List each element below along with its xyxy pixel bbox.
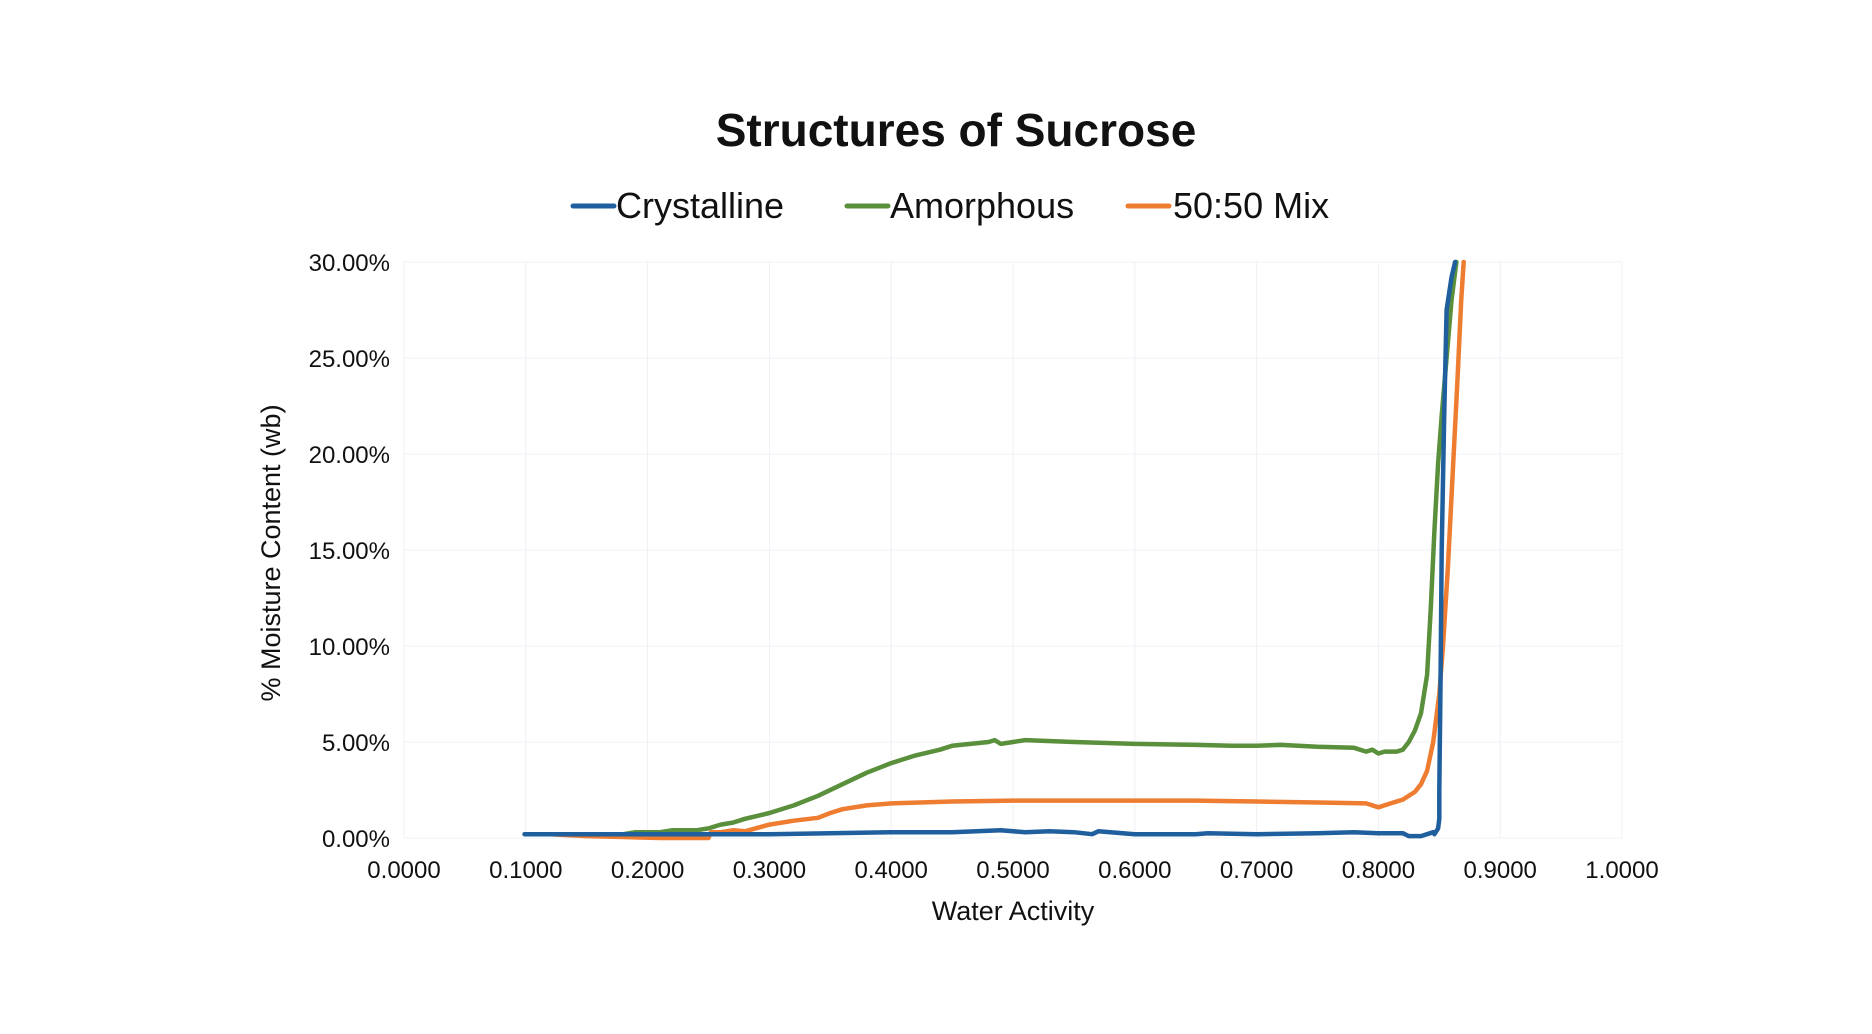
series-line-crystalline <box>522 259 1458 839</box>
legend-item-mix[interactable]: 50:50 Mix <box>1125 185 1329 226</box>
y-tick-label: 10.00% <box>309 634 390 661</box>
y-axis-ticks: 0.00% 5.00% 10.00% 15.00% 20.00% 25.00% 30.00% <box>309 250 390 853</box>
y-tick-label: 5.00% <box>322 730 390 757</box>
x-tick-label: 0.6000 <box>1098 857 1171 884</box>
legend-label-amorphous: Amorphous <box>890 185 1074 226</box>
x-tick-label: 0.3000 <box>733 857 806 884</box>
y-tick-label: 30.00% <box>309 250 390 277</box>
series-line-amorphous <box>522 259 1459 837</box>
legend: Crystalline Amorphous 50:50 Mix <box>570 185 1329 226</box>
legend-label-mix: 50:50 Mix <box>1173 185 1329 226</box>
y-tick-label: 15.00% <box>309 538 390 565</box>
y-tick-label: 25.00% <box>309 346 390 373</box>
y-tick-label: 0.00% <box>322 826 390 853</box>
x-tick-label: 0.7000 <box>1220 857 1293 884</box>
x-tick-label: 1.0000 <box>1585 857 1658 884</box>
y-tick-label: 20.00% <box>309 442 390 469</box>
x-tick-label: 0.8000 <box>1342 857 1415 884</box>
legend-label-crystalline: Crystalline <box>616 185 784 226</box>
x-tick-label: 0.4000 <box>854 857 927 884</box>
x-axis-label: Water Activity <box>932 896 1095 926</box>
x-tick-label: 0.2000 <box>611 857 684 884</box>
x-tick-label: 0.5000 <box>976 857 1049 884</box>
legend-item-crystalline[interactable]: Crystalline <box>570 185 784 226</box>
chart-title: Structures of Sucrose <box>716 104 1197 156</box>
x-tick-label: 0.9000 <box>1463 857 1536 884</box>
x-axis-ticks: 0.0000 0.1000 0.2000 0.3000 0.4000 0.5000 0.60… <box>367 857 1658 884</box>
series-lines <box>522 259 1466 841</box>
x-tick-label: 0.0000 <box>367 857 440 884</box>
x-tick-label: 0.1000 <box>489 857 562 884</box>
legend-item-amorphous[interactable]: Amorphous <box>844 185 1074 226</box>
y-axis-label: % Moisture Content (wb) <box>256 404 286 701</box>
